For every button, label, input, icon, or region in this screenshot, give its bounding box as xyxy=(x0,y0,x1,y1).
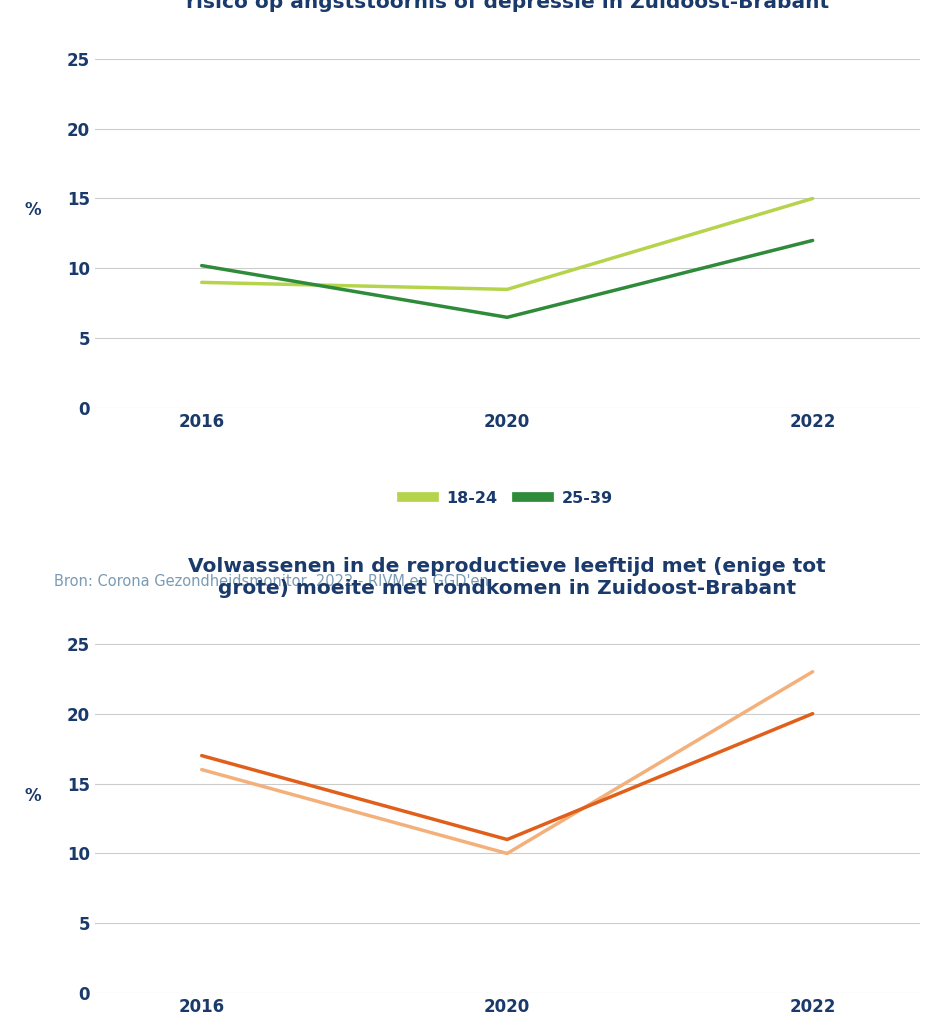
Title: Volwassenen in de reproductieve leeftijd met een hoog
risico op angststoornis of: Volwassenen in de reproductieve leeftijd… xyxy=(186,0,829,12)
Y-axis label: %: % xyxy=(25,202,42,219)
Legend: 18-24, 25-39: 18-24, 25-39 xyxy=(402,490,612,506)
Title: Volwassenen in de reproductieve leeftijd met (enige tot
grote) moeite met rondko: Volwassenen in de reproductieve leeftijd… xyxy=(189,557,826,598)
Text: Bron: Corona Gezondheidsmonitor  2022 - RIVM en GGD'en: Bron: Corona Gezondheidsmonitor 2022 - R… xyxy=(54,574,488,589)
Y-axis label: %: % xyxy=(25,786,42,805)
